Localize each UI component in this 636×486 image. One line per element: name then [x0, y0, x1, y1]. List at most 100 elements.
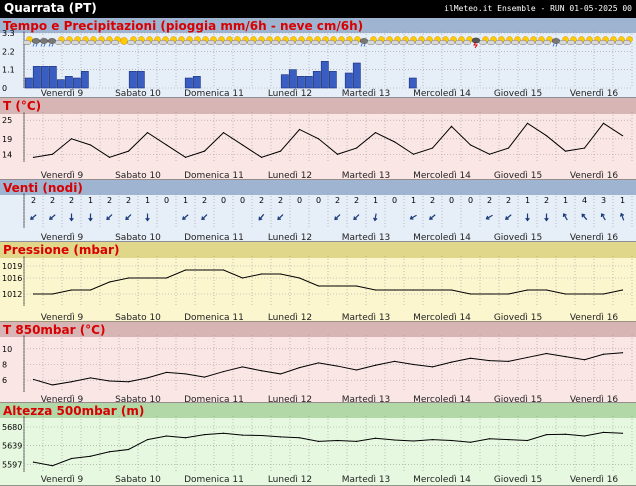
wind-speed-label: 0	[392, 196, 397, 205]
partly-cloudy-icon	[142, 36, 153, 46]
cloud-part	[54, 39, 64, 46]
data-point	[260, 434, 263, 437]
cloud-part	[502, 39, 512, 46]
day-label: Mercoledì 14	[413, 89, 471, 99]
y-tick-label: 5680	[2, 423, 22, 432]
series-line	[33, 122, 623, 158]
wind-arrow-head	[201, 216, 206, 221]
wind-arrow	[334, 214, 341, 220]
partly-cloudy-icon	[286, 36, 297, 46]
cloud-part	[302, 39, 312, 46]
data-point	[127, 381, 130, 383]
y-tick-label: 14	[2, 150, 12, 159]
data-point	[298, 128, 301, 131]
partly-cloudy-icon	[446, 36, 457, 46]
panel-4: T 850mbar (°C) Venerdì 9 Sabato 10 Domenica…	[0, 322, 636, 405]
data-point	[602, 353, 605, 355]
data-point	[298, 437, 301, 439]
partly-cloudy-icon	[102, 36, 113, 46]
wind-arrow-head	[544, 217, 549, 222]
partly-cloudy-icon	[278, 36, 289, 46]
data-point	[127, 448, 130, 451]
day-label: Lunedì 12	[268, 171, 312, 181]
data-point	[374, 289, 377, 291]
panel-1: T (°C) Venerdì 9 Sabato 10 Domenica 11 Luned…	[0, 98, 636, 181]
day-label: Giovedì 15	[494, 313, 542, 323]
wind-speed-label: 3	[601, 196, 606, 205]
y-tick-label: 25	[2, 116, 12, 125]
partly-cloudy-icon	[342, 36, 353, 46]
data-point	[355, 440, 358, 442]
wind-arrow	[258, 213, 265, 221]
day-label: Lunedì 12	[268, 89, 312, 99]
wind-arrow	[563, 213, 568, 221]
wind-speed-label: 2	[430, 196, 435, 205]
data-point	[165, 435, 168, 437]
partly-cloudy-icon	[398, 36, 409, 46]
data-point	[545, 135, 548, 137]
data-point	[70, 289, 73, 291]
cloud-part	[238, 39, 248, 46]
partly-cloudy-icon	[22, 36, 33, 46]
rain-drop	[35, 43, 38, 47]
rain-drop	[363, 43, 366, 47]
data-point	[51, 465, 54, 467]
wind-arrow-head	[429, 216, 433, 220]
day-label: Lunedì 12	[268, 475, 312, 485]
data-point	[146, 131, 149, 134]
cloud-part	[318, 39, 328, 46]
data-point	[241, 366, 244, 368]
day-label: Martedì 13	[342, 89, 391, 99]
data-point	[260, 370, 263, 372]
wind-speed-label: 1	[145, 196, 150, 205]
partly-cloudy-icon	[302, 36, 313, 46]
location-title: Quarrata (PT)	[4, 1, 97, 15]
day-label: Mercoledì 14	[413, 233, 471, 243]
panel-title: T (°C)	[3, 99, 41, 113]
partly-cloudy-icon	[558, 36, 569, 46]
partly-cloudy-icon	[438, 36, 449, 46]
cloud-part	[398, 39, 408, 46]
data-point	[583, 293, 586, 295]
partly-cloudy-icon	[150, 36, 161, 46]
day-label: Martedì 13	[342, 313, 391, 323]
partly-cloudy-icon	[454, 36, 465, 46]
day-label: Lunedì 12	[268, 233, 312, 243]
data-point	[127, 150, 130, 152]
cloud-part	[174, 39, 184, 46]
day-label: Martedì 13	[342, 475, 391, 485]
cloud-part	[262, 39, 272, 46]
data-point	[393, 289, 396, 291]
data-point	[32, 293, 35, 295]
cloud-part	[590, 39, 600, 46]
data-point	[602, 431, 605, 433]
data-point	[146, 439, 149, 441]
data-point	[469, 144, 472, 146]
data-point	[108, 281, 111, 283]
partly-cloudy-icon	[86, 36, 97, 46]
cloud-part	[510, 39, 520, 46]
cloud-part	[430, 39, 440, 46]
data-point	[564, 356, 567, 358]
rain-drop	[51, 43, 54, 47]
partly-cloudy-icon	[94, 36, 105, 46]
partly-cloudy-icon	[622, 36, 633, 46]
data-point	[222, 269, 225, 271]
cloud-part	[438, 39, 448, 46]
data-point	[564, 433, 567, 435]
wind-speed-label: 0	[164, 196, 169, 205]
data-point	[89, 377, 92, 379]
precip-bar	[344, 72, 353, 89]
wind-arrow	[429, 214, 436, 220]
data-point	[545, 352, 548, 355]
cloud-part	[310, 39, 320, 46]
cloud-part	[478, 39, 488, 46]
data-point	[583, 435, 586, 437]
wind-arrow-head	[182, 216, 186, 220]
wind-speed-label: 1	[525, 196, 530, 205]
panel-title-bar	[0, 180, 636, 195]
cloud-part	[22, 39, 32, 46]
day-label: Giovedì 15	[494, 395, 542, 405]
data-point	[355, 147, 358, 149]
panel-title: Tempo e Precipitazioni (pioggia mm/6h - …	[3, 19, 363, 33]
